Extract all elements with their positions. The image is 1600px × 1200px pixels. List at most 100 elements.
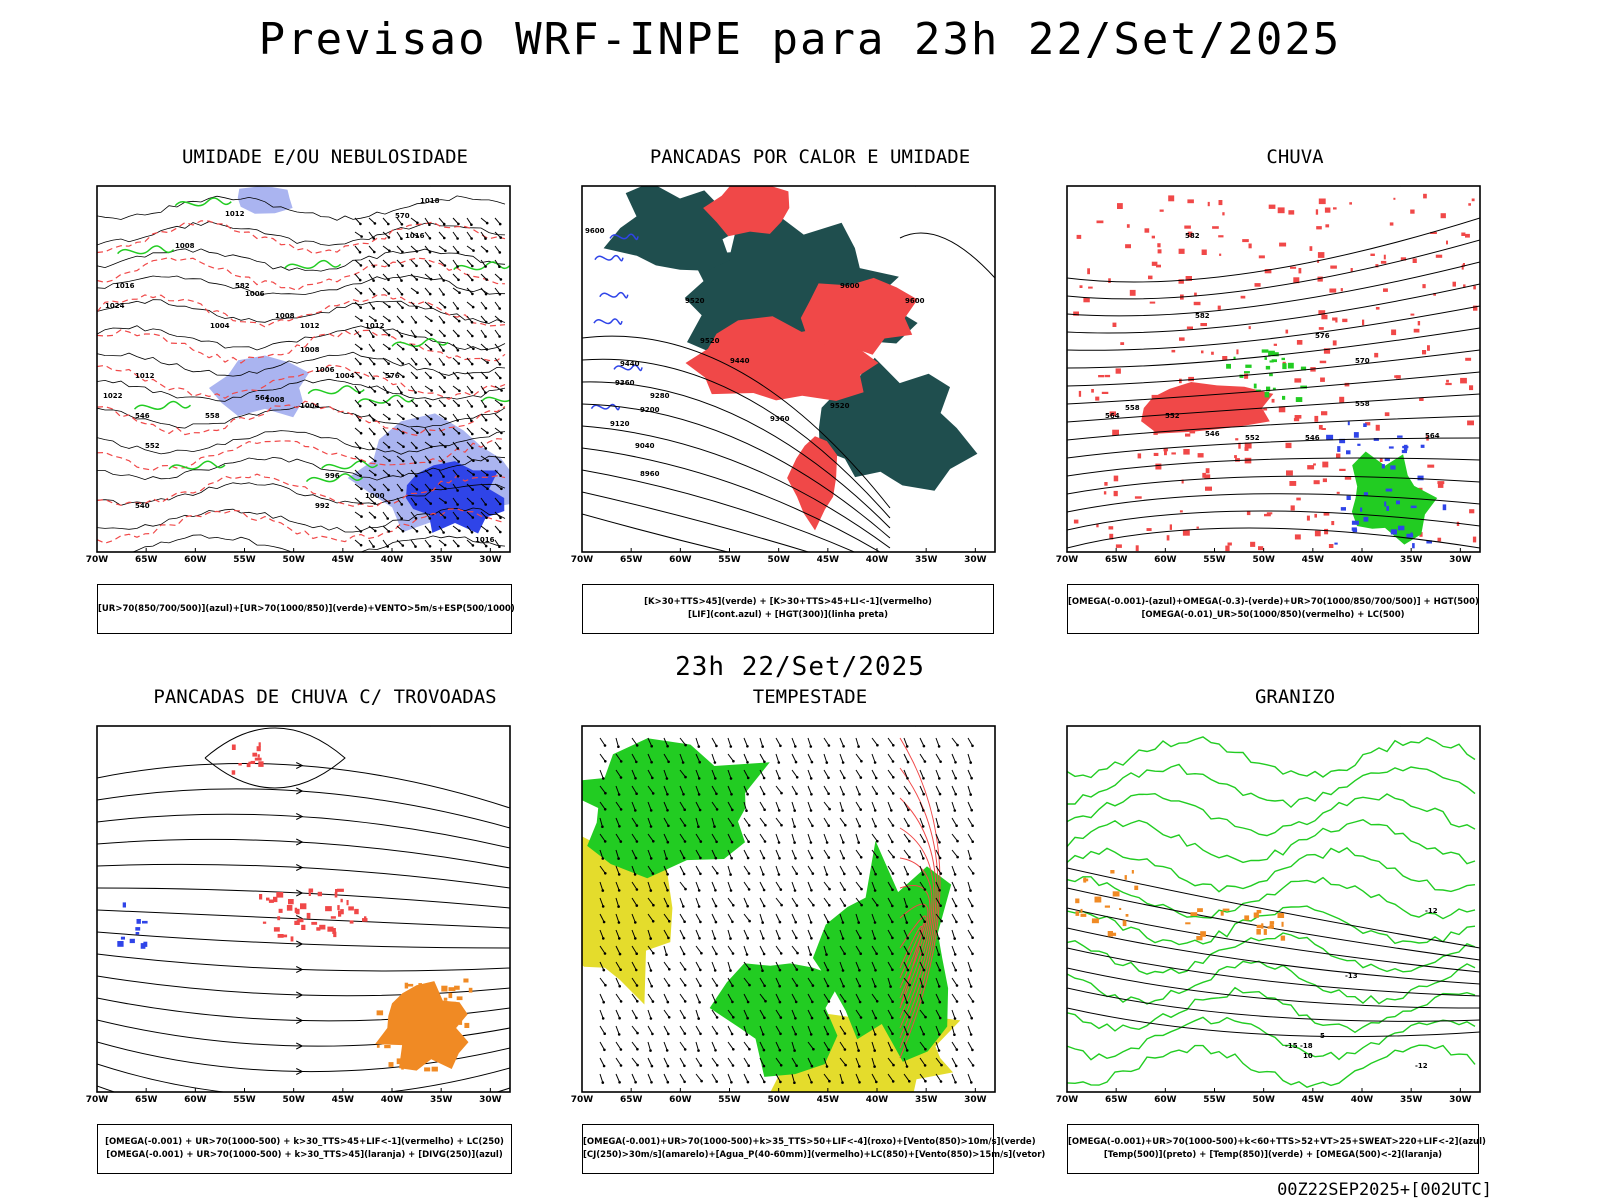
wind-vector <box>396 455 404 462</box>
omega-rain-cell <box>1394 375 1401 378</box>
wind-vector <box>424 469 432 476</box>
wind-vector-head <box>372 335 375 338</box>
wind-vector-850 <box>887 913 893 923</box>
wind-vector-850 <box>919 1073 926 1082</box>
wind-vector <box>410 441 417 449</box>
wind-vector-head <box>731 1000 734 1004</box>
wind-vector-head <box>470 405 474 408</box>
wind-vector-850 <box>791 849 796 859</box>
wind-vector-850 <box>791 1041 796 1051</box>
wind-vector-850 <box>711 817 715 827</box>
pressure-isobar <box>97 482 506 506</box>
wind-vector-head <box>430 445 433 449</box>
wind-vector-head <box>825 873 829 876</box>
wind-vector <box>354 287 362 294</box>
wind-vector-head <box>697 1017 700 1020</box>
wind-vector-850 <box>695 993 701 1003</box>
wind-vector-850 <box>871 961 876 971</box>
wind-vector <box>410 315 417 323</box>
wind-vector-head <box>401 459 405 463</box>
wind-vector-850 <box>791 1025 797 1035</box>
wind-vector <box>354 413 361 421</box>
wind-vector-head <box>372 362 376 366</box>
wind-vector-head <box>921 953 924 956</box>
omega-rain-cell <box>1134 496 1142 499</box>
wind-vector-850 <box>727 1041 734 1050</box>
wind-vector <box>368 343 375 351</box>
wind-vector-850 <box>919 1057 926 1066</box>
contour-label: 9280 <box>650 392 670 400</box>
wind-vector <box>354 497 362 504</box>
wind-vector-850 <box>599 961 605 971</box>
wind-vector-850 <box>679 753 684 763</box>
wind-vector-850 <box>775 801 780 811</box>
lon-tick-label: 50W <box>767 1095 790 1103</box>
omega-rain-cell <box>1117 203 1123 209</box>
humidity-lower-contour <box>133 400 192 410</box>
omega-rain-cell <box>1193 301 1201 306</box>
wind-vector-head <box>793 889 797 892</box>
omega-rain-cell <box>1098 375 1105 378</box>
wind-vector-head <box>892 744 895 747</box>
wind-vector-850 <box>663 801 668 811</box>
wind-vector-head <box>618 984 621 988</box>
wind-vector-850 <box>919 945 924 955</box>
wind-vector-850 <box>759 1057 765 1067</box>
wind-vector-head <box>892 776 895 779</box>
omega-rain-cell <box>1212 226 1219 229</box>
coastline-borders <box>1112 186 1402 187</box>
streamline-arrowhead <box>296 787 304 795</box>
wind-vector-850 <box>743 1041 750 1050</box>
wind-vector-head <box>811 1000 814 1004</box>
omega-rain-cell <box>1315 209 1319 215</box>
temp500-contour <box>1067 927 1480 985</box>
wind-vector-850 <box>727 849 733 859</box>
k-tts-orange-cell <box>405 1022 410 1026</box>
omega-rain-cell <box>1277 207 1285 214</box>
wind-vector-850 <box>711 801 718 810</box>
omega-rain-cell <box>1375 264 1379 268</box>
wind-vector <box>480 511 487 519</box>
omega500-cell <box>1190 912 1198 916</box>
omega500-cell <box>1125 914 1129 917</box>
wind-vector-850 <box>775 865 780 875</box>
wind-vector-850 <box>663 1057 669 1067</box>
wind-vector-head <box>763 984 766 988</box>
wind-vector-850 <box>935 993 941 1003</box>
wind-vector <box>354 385 360 393</box>
wind-vector <box>466 539 474 546</box>
lon-tick-label: 40W <box>381 1095 404 1103</box>
pressure-isobar <box>119 534 506 552</box>
wind-vector-850 <box>903 1041 908 1051</box>
wind-vector-head <box>386 391 389 394</box>
omega-rain-cell <box>1317 276 1323 282</box>
omega-rain-cell <box>1419 397 1424 401</box>
contour-label: 1008 <box>175 242 195 250</box>
wind-vector <box>438 343 444 351</box>
wind-vector-850 <box>599 849 604 859</box>
omega-rain-cell <box>1104 482 1108 486</box>
wind-vector-head <box>359 502 363 505</box>
wind-vector-850 <box>791 929 797 939</box>
wind-vector-head <box>619 1000 623 1003</box>
wind-vector <box>466 301 474 308</box>
contour-label: 558 <box>205 412 220 420</box>
wind-vector-head <box>374 403 377 407</box>
wind-vector-850 <box>647 945 654 954</box>
wind-vector <box>424 455 431 463</box>
wind-vector-head <box>857 1049 860 1052</box>
wind-vector-850 <box>903 801 909 811</box>
wind-vector <box>438 539 446 546</box>
wind-vector <box>452 497 459 505</box>
wind-vector-head <box>794 920 797 924</box>
thickness-contour <box>97 508 506 544</box>
wind-vector-head <box>891 792 895 795</box>
wind-vector-850 <box>935 961 941 971</box>
wind-vector <box>396 357 404 364</box>
wind-vector-head <box>667 1016 671 1019</box>
wind-vector-head <box>387 333 391 337</box>
wind-vector <box>382 329 390 336</box>
wind-vector <box>494 329 501 337</box>
wind-vector-head <box>429 348 433 351</box>
wind-vector-head <box>826 1016 830 1020</box>
